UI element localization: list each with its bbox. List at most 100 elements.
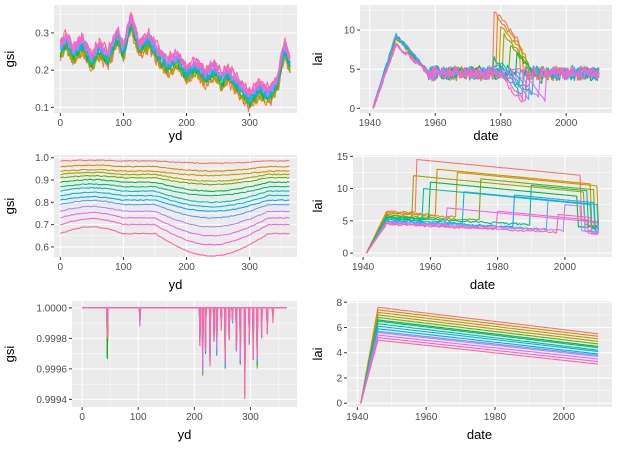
y-tick-label: 0.3 <box>35 28 49 39</box>
series-line-15 <box>360 339 599 404</box>
y-axis-label: gsi <box>2 346 17 363</box>
series-line-5 <box>60 174 290 186</box>
series-line-6 <box>366 181 599 254</box>
x-tick-label: 0 <box>58 262 64 273</box>
x-tick-label: 200 <box>178 118 195 129</box>
series-line-2 <box>60 164 290 172</box>
x-tick-label: 2000 <box>555 118 578 129</box>
y-axis-label: lai <box>310 52 325 65</box>
x-tick-label: 2000 <box>554 262 577 273</box>
series-line-11 <box>60 199 290 219</box>
y-tick-label: 0.9 <box>35 175 49 186</box>
y-tick-label: 0.8 <box>35 198 49 209</box>
series-line-9 <box>60 191 290 208</box>
series-group <box>365 158 600 254</box>
series-line-4 <box>60 171 290 182</box>
x-tick-label: 1940 <box>346 412 369 423</box>
x-axis-label: yd <box>169 277 183 292</box>
y-tick-label: 4 <box>336 348 342 359</box>
y-tick-label: 0.2 <box>35 66 49 77</box>
series-line-8 <box>360 323 599 404</box>
x-tick-label: 100 <box>115 118 132 129</box>
series-line-15 <box>366 213 599 254</box>
y-tick-label: 0.9994 <box>36 395 67 406</box>
series-line-5 <box>360 316 599 404</box>
x-tick-label: 2000 <box>553 412 576 423</box>
panel-background <box>72 301 297 407</box>
x-tick-label: 300 <box>241 118 258 129</box>
x-tick-label: 1980 <box>484 412 507 423</box>
series-line-14 <box>372 44 600 109</box>
x-tick-label: 0 <box>58 118 64 129</box>
series-line-8 <box>366 188 599 254</box>
series-line-14 <box>60 217 290 246</box>
y-tick-label: 0.7 <box>35 220 49 231</box>
series-group <box>372 11 600 109</box>
panel-p3: 0 100 200 300 0.6 0.7 0.8 0.9 1.0 yd gsi <box>2 153 297 292</box>
y-tick-label: 0.9996 <box>36 364 67 375</box>
series-line-11 <box>360 330 599 404</box>
y-tick-label: 0.6 <box>35 242 49 253</box>
x-tick-label: 300 <box>242 412 259 423</box>
panel-background <box>353 155 612 257</box>
series-group <box>60 159 290 257</box>
panel-p5: 0 100 200 300 0.9994 0.9996 0.9998 1.0000 yd gsi <box>2 301 297 442</box>
x-tick-label: 1960 <box>419 262 442 273</box>
series-line-1 <box>365 158 599 254</box>
panel-p2: 1940 1960 1980 2000 0 5 10 date lai <box>310 5 612 143</box>
series-line-10 <box>60 195 290 212</box>
y-axis-label: gsi <box>2 51 17 68</box>
x-tick-label: 1960 <box>415 412 438 423</box>
series-line-15 <box>59 12 291 96</box>
series-line-13 <box>366 207 600 254</box>
series-line-2 <box>360 309 599 404</box>
x-axis-label: yd <box>178 427 192 442</box>
panel-background <box>360 5 612 113</box>
x-axis-label: date <box>470 277 495 292</box>
y-tick-label: 5 <box>349 65 355 76</box>
x-axis-label: date <box>473 128 498 143</box>
series-line-9 <box>360 325 599 404</box>
x-tick-label: 1980 <box>487 262 510 273</box>
x-tick-label: 1940 <box>359 118 382 129</box>
series-line-7 <box>60 183 290 197</box>
x-tick-label: 0 <box>79 412 85 423</box>
y-tick-label: 0.1 <box>35 103 49 114</box>
x-tick-label: 200 <box>186 412 203 423</box>
series-line-1 <box>60 159 290 165</box>
series-line-6 <box>360 319 599 404</box>
y-tick-label: 0 <box>342 249 348 260</box>
y-axis-label: gsi <box>2 198 17 215</box>
series-line-12 <box>360 331 599 404</box>
x-axis-label: yd <box>169 128 183 143</box>
series-line-15 <box>82 307 287 400</box>
series-line-3 <box>60 168 290 177</box>
series-line-12 <box>60 205 290 228</box>
y-axis-label: lai <box>310 347 325 360</box>
x-tick-label: 100 <box>115 262 132 273</box>
series-line-1 <box>360 306 599 404</box>
y-tick-label: 1.0000 <box>36 303 67 314</box>
y-tick-label: 6 <box>336 323 342 334</box>
y-tick-label: 10 <box>344 26 356 37</box>
y-tick-label: 5 <box>342 216 348 227</box>
series-line-13 <box>360 334 599 404</box>
x-tick-label: 200 <box>178 262 195 273</box>
series-line-14 <box>360 337 599 404</box>
series-group <box>59 11 291 113</box>
y-tick-label: 10 <box>337 184 349 195</box>
panel-p4: 1940 1960 1980 2000 0 5 10 15 date lai <box>310 152 612 292</box>
y-tick-label: 0 <box>336 399 342 410</box>
x-tick-label: 1960 <box>424 118 447 129</box>
series-line-10 <box>360 328 599 404</box>
y-tick-label: 8 <box>336 298 342 309</box>
series-line-4 <box>360 314 599 404</box>
series-line-3 <box>360 311 599 404</box>
x-tick-label: 1980 <box>490 118 513 129</box>
panel-p1: 0 100 200 300 0.1 0.2 0.3 yd gsi <box>2 5 297 143</box>
series-line-15 <box>372 42 600 109</box>
x-axis-label: date <box>467 427 492 442</box>
y-tick-label: 2 <box>336 373 342 384</box>
series-group <box>360 306 599 404</box>
panel-p6: 1940 1960 1980 2000 0 2 4 6 8 date lai <box>310 298 612 442</box>
